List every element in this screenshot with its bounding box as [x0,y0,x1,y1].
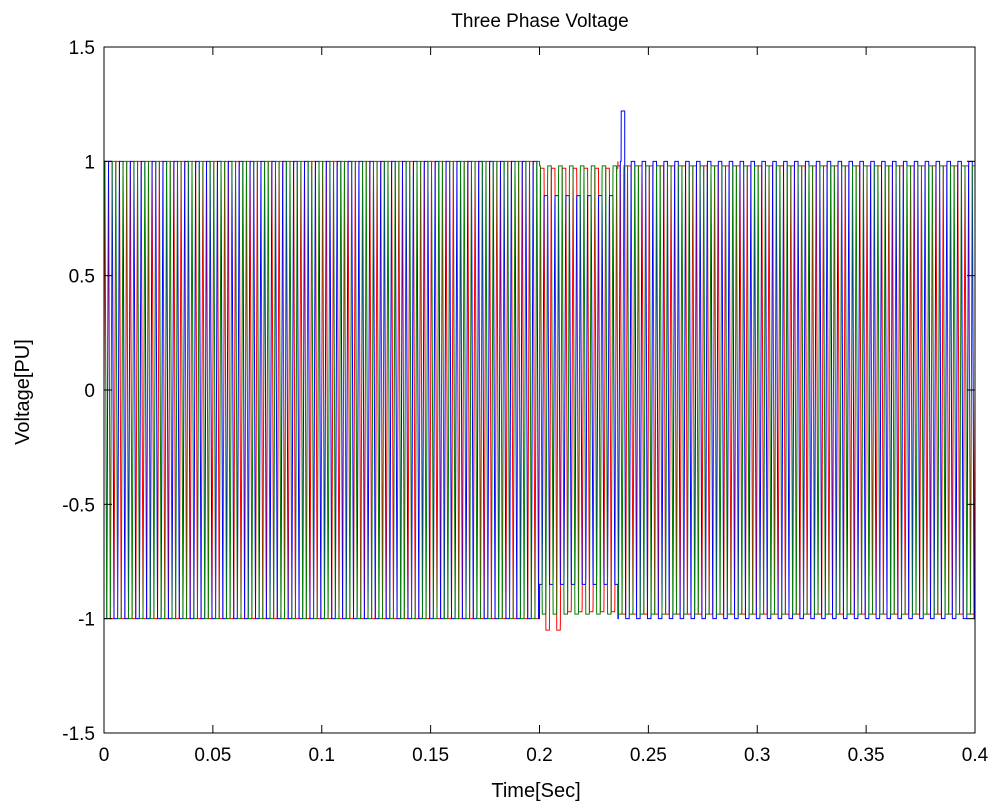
chart-title: Three Phase Voltage [451,11,628,32]
x-tick-label: 0.15 [412,745,449,766]
voltage-series-2 [104,110,975,620]
x-axis: 0 0.05 0.1 0.15 0.2 0.25 0.3 0.35 0.4 [99,47,989,766]
y-tick-label: 0 [84,381,95,402]
x-tick-label: 0.2 [526,745,552,766]
x-axis-label: Time[Sec] [491,780,580,802]
x-tick-label: 0.35 [848,745,885,766]
y-tick-label: -0.5 [62,495,95,516]
y-axis: -1.5 -1 -0.5 0 0.5 1 1.5 [62,38,975,745]
y-tick-label: 0.5 [69,267,95,288]
y-tick-label: 1.5 [69,38,95,59]
series-layer [103,110,976,631]
voltage-series-1 [103,160,976,631]
x-tick-label: 0.4 [962,745,989,766]
y-tick-label: -1 [78,610,95,631]
x-tick-label: 0 [99,745,110,766]
x-tick-label: 0.1 [309,745,335,766]
y-axis-label: Voltage[PU] [12,339,34,445]
x-tick-label: 0.25 [630,745,667,766]
x-tick-label: 0.05 [194,745,231,766]
y-tick-label: 1 [84,152,95,173]
y-tick-label: -1.5 [62,724,95,745]
x-tick-label: 0.3 [744,745,770,766]
voltage-series-3 [104,160,975,620]
